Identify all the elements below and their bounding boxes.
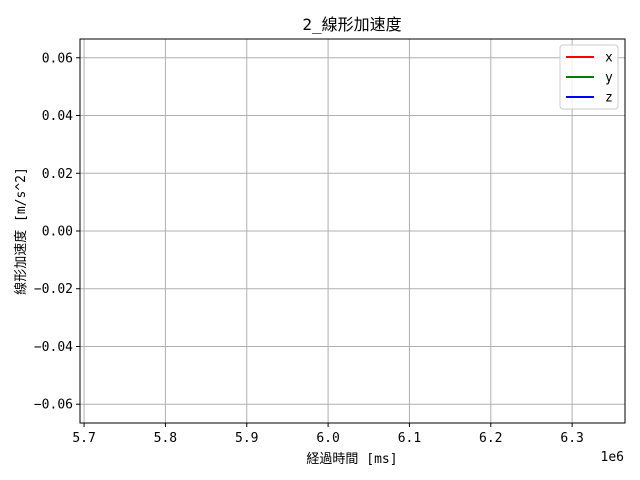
legend: xyz <box>559 44 619 110</box>
chart-title: 2_線形加速度 <box>302 15 401 34</box>
x-axis-label: 経過時間 [ms] <box>306 452 397 467</box>
legend-label-y: y <box>605 71 613 86</box>
y-tick-label: 0.02 <box>42 167 73 182</box>
y-tick-label: 0.00 <box>42 225 73 240</box>
y-tick-label: 0.06 <box>42 51 73 66</box>
y-axis-ticks: −0.06 −0.04 −0.02 0.00 0.02 0.04 0.06 <box>34 51 80 413</box>
y-tick-label: −0.04 <box>34 340 73 355</box>
grid <box>80 39 625 423</box>
x-axis-ticks: 5.7 5.8 5.9 6.0 6.1 6.2 6.3 <box>72 423 584 446</box>
y-axis-label: 線形加速度 [m/s^2] <box>13 167 29 295</box>
x-axis-offset-label: 1e6 <box>601 450 624 465</box>
x-tick-label: 5.8 <box>154 431 177 446</box>
x-tick-label: 6.3 <box>560 431 583 446</box>
x-tick-label: 5.7 <box>72 431 95 446</box>
legend-label-x: x <box>605 51 613 66</box>
x-tick-label: 5.9 <box>235 431 258 446</box>
x-tick-label: 6.0 <box>316 431 339 446</box>
x-tick-label: 6.1 <box>398 431 421 446</box>
y-tick-label: 0.04 <box>42 109 73 124</box>
y-tick-label: −0.02 <box>34 282 73 297</box>
y-tick-label: −0.06 <box>34 398 73 413</box>
x-tick-label: 6.2 <box>479 431 502 446</box>
legend-label-z: z <box>605 91 613 106</box>
